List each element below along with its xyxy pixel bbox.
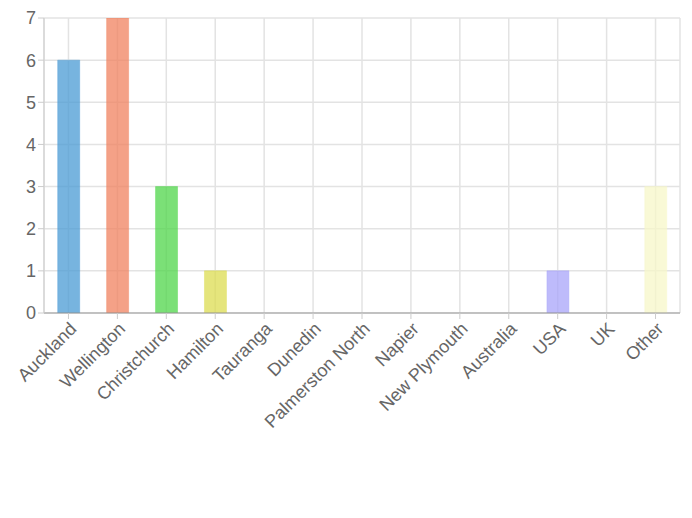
svg-text:USA: USA (529, 319, 569, 359)
svg-text:2: 2 (26, 219, 36, 239)
svg-text:Wellington: Wellington (55, 318, 130, 393)
svg-text:Palmerston North: Palmerston North (261, 319, 374, 432)
svg-text:Auckland: Auckland (13, 318, 81, 386)
svg-text:Australia: Australia (457, 318, 521, 382)
svg-text:6: 6 (26, 51, 36, 71)
svg-text:3: 3 (26, 177, 36, 197)
svg-text:7: 7 (26, 8, 36, 28)
svg-text:1: 1 (26, 261, 36, 281)
svg-text:Tauranga: Tauranga (209, 318, 277, 386)
svg-text:Hamilton: Hamilton (162, 318, 228, 384)
svg-text:New Plymouth: New Plymouth (375, 318, 472, 415)
svg-text:Dunedin: Dunedin (263, 318, 325, 381)
svg-text:4: 4 (26, 135, 36, 155)
svg-text:0: 0 (26, 303, 36, 323)
svg-text:5: 5 (26, 93, 36, 113)
svg-text:Other: Other (621, 319, 667, 365)
svg-text:UK: UK (587, 319, 619, 351)
svg-text:Christchurch: Christchurch (93, 319, 179, 405)
svg-text:Napier: Napier (371, 318, 423, 371)
